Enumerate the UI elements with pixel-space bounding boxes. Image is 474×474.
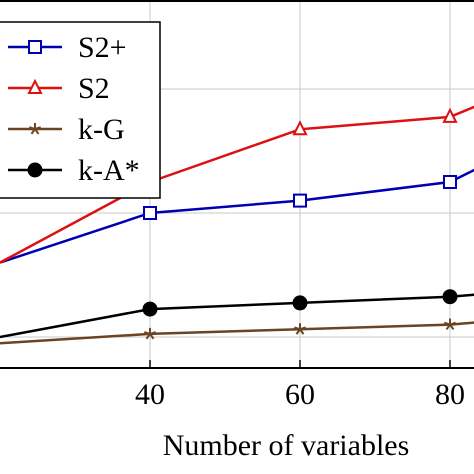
- legend-box: [0, 21, 161, 199]
- legend-label: S2: [78, 72, 110, 105]
- data-point: [443, 175, 457, 189]
- series-lines: [0, 105, 474, 345]
- legend-label: S2+: [78, 31, 127, 64]
- data-point: [442, 289, 458, 305]
- series-k-g: [0, 318, 474, 345]
- data-point: [442, 107, 458, 123]
- legend-entry: S2: [8, 72, 110, 105]
- legend-label: k-A*: [78, 154, 140, 187]
- star-ray: [443, 321, 451, 326]
- data-point: [443, 318, 457, 331]
- data-point: [292, 295, 308, 311]
- data-point: [27, 78, 43, 94]
- data-point: [143, 206, 157, 220]
- x-tick-labels: 40 60 80: [135, 360, 465, 411]
- data-point: [292, 120, 308, 136]
- data-point: [143, 327, 157, 340]
- legend: S2+ S2 k-G k-A*: [0, 21, 161, 199]
- legend-entry: S2+: [8, 31, 127, 64]
- x-axis-label: Number of variables: [163, 429, 410, 462]
- star-ray: [28, 126, 36, 130]
- series-k-a-: [0, 289, 474, 339]
- data-point: [28, 40, 42, 54]
- legend-entry: k-G: [8, 113, 125, 146]
- data-point: [142, 301, 158, 317]
- axes: [0, 0, 474, 369]
- data-point: [293, 193, 307, 208]
- star-ray: [293, 326, 301, 331]
- data-point: [28, 123, 42, 135]
- legend-label: k-G: [78, 113, 125, 146]
- star-ray: [143, 331, 151, 335]
- x-tick-label: 60: [285, 378, 315, 411]
- series-s2-: [0, 168, 474, 264]
- data-point: [293, 323, 307, 335]
- x-tick-label: 40: [135, 378, 165, 411]
- x-tick-label: 80: [435, 378, 465, 411]
- legend-entry: k-A*: [8, 154, 140, 187]
- data-point: [27, 162, 43, 178]
